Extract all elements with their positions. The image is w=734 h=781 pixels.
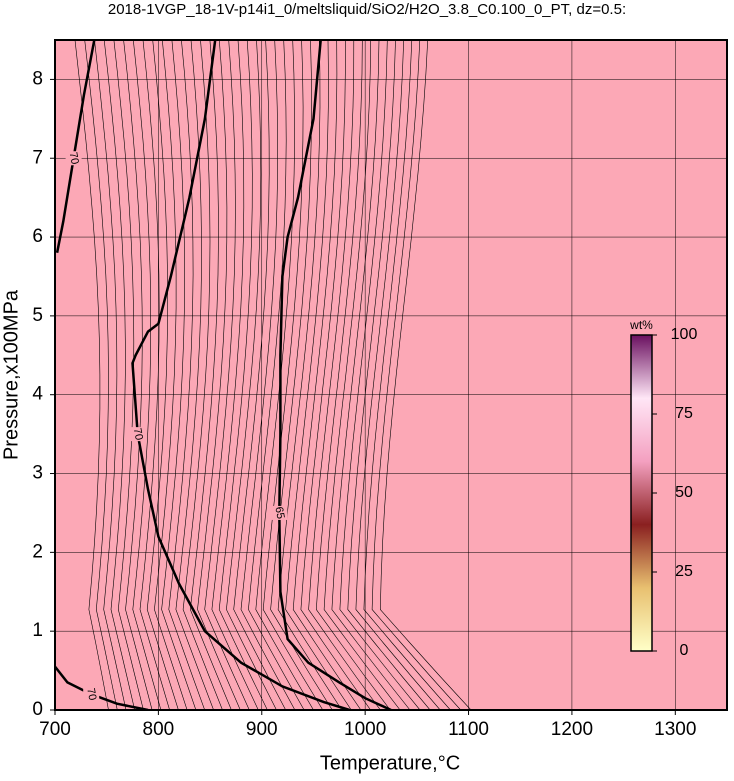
contour-thin	[240, 40, 296, 710]
contour-thin	[300, 40, 371, 710]
contour-label: 70	[84, 687, 98, 701]
contour-thin	[197, 40, 241, 710]
contour-thin	[189, 40, 232, 710]
contour-label: 65	[272, 506, 286, 520]
contour-thin	[347, 40, 431, 710]
contour-line	[278, 40, 392, 710]
x-tick-label: 1000	[344, 719, 386, 740]
y-tick-label: 2	[32, 541, 43, 562]
contour-thin	[211, 40, 259, 710]
contour-thin	[94, 40, 127, 710]
contour-label: 70	[67, 151, 81, 165]
contour-thin	[84, 40, 118, 710]
colorbar-tick-label: 100	[671, 326, 698, 343]
contour-thin	[132, 40, 162, 710]
plot-background	[55, 40, 727, 710]
contour-label: 70	[131, 427, 145, 441]
contour-thin	[262, 40, 324, 710]
x-tick-label: 800	[143, 719, 175, 740]
contour-thin	[285, 40, 352, 710]
contour-label-bg	[65, 151, 82, 166]
contour-thin	[168, 40, 205, 710]
contour-thin	[371, 40, 461, 710]
x-tick-label: 900	[246, 719, 278, 740]
contour-thin	[315, 40, 391, 710]
contour-thin	[204, 40, 250, 710]
y-tick-label: 3	[32, 463, 43, 484]
contour-thin	[355, 40, 441, 710]
contour-thin	[331, 40, 411, 710]
contour-thin	[292, 40, 362, 710]
contour-thin	[218, 40, 268, 710]
y-tick-label: 6	[32, 226, 43, 247]
contour-thin	[182, 40, 223, 710]
contour-thin	[379, 40, 472, 710]
y-tick-label: 5	[32, 305, 43, 326]
contour-thin	[103, 40, 135, 710]
y-tick-label: 7	[32, 147, 43, 168]
x-tick-label: 1100	[448, 719, 489, 740]
contour-thin	[323, 40, 401, 710]
contour-thin	[123, 40, 153, 710]
contour-thin	[161, 40, 197, 710]
contour-label-bg	[129, 427, 146, 442]
x-axis-label: Temperature,°C	[320, 752, 460, 774]
contour-label-bg	[83, 687, 100, 702]
x-tick-label: 700	[39, 719, 71, 740]
contour-thin	[277, 40, 343, 710]
y-tick-label: 1	[32, 620, 43, 641]
contour-thin	[270, 40, 333, 710]
contour-thin	[146, 40, 179, 710]
contour-thin	[74, 40, 109, 710]
plot-area: 70 65 70 70	[55, 40, 727, 710]
colorbar-label: wt%	[629, 318, 653, 332]
contour-label-bg	[271, 505, 288, 520]
colorbar-tick-label: 50	[675, 484, 693, 501]
x-tick-label: 1200	[551, 719, 593, 740]
contour-thin	[339, 40, 421, 710]
x-tick-label: 1300	[654, 719, 696, 740]
y-tick-label: 8	[32, 68, 43, 89]
contour-thin	[248, 40, 305, 710]
colorbar-tick-label: 75	[675, 405, 693, 422]
contour-thin	[154, 40, 188, 710]
colorbar	[630, 334, 653, 652]
contour-thin	[233, 40, 286, 710]
y-tick-label: 4	[32, 384, 43, 405]
contour-thin	[308, 40, 381, 710]
contour-thin	[226, 40, 277, 710]
plot-frame	[54, 39, 728, 711]
y-axis-label: Pressure,x100MPa	[0, 289, 22, 460]
colorbar-tick-label: 0	[680, 642, 689, 659]
colorbar-tick-label: 25	[675, 563, 693, 580]
y-tick-label: 0	[32, 699, 43, 720]
chart-title: 2018-1VGP_18-1V-p14i1_0/meltsliquid/SiO2…	[108, 1, 626, 18]
contour-thin	[363, 40, 451, 710]
